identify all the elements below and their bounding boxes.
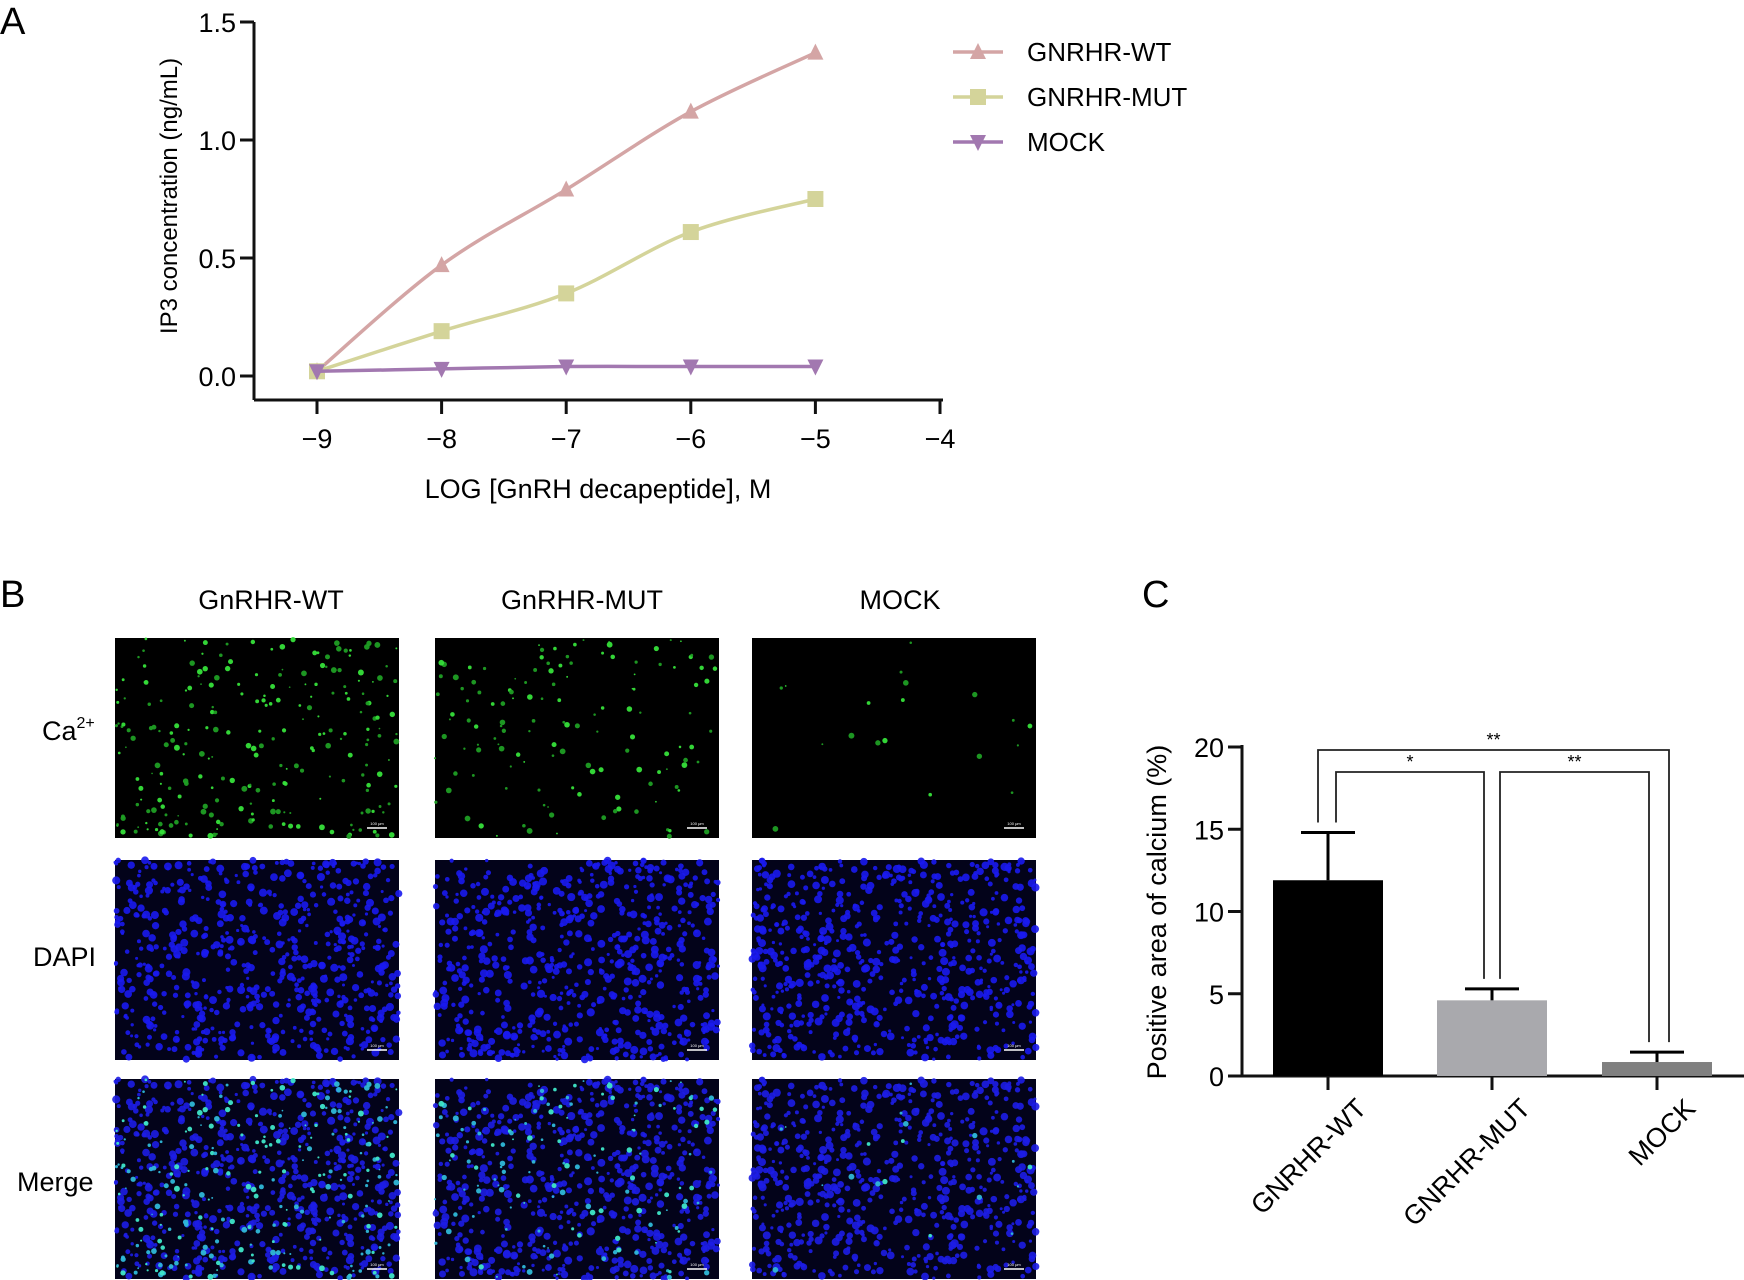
- panel-c-y-tick-label: 10: [1194, 898, 1224, 928]
- significance-bracket: **: [1499, 752, 1650, 1043]
- panel-a-x-axis-label: LOG [GnRH decapeptide], M: [425, 474, 772, 504]
- column-header-gnrhr-wt: GnRHR-WT: [198, 585, 343, 615]
- panel-a-y-axis-label: IP3 concentration (ng/mL): [156, 58, 183, 334]
- panel-a-y-tick-label: 1.0: [198, 126, 236, 156]
- x-category-label-gnrhr-wt: GNRHR-WT: [1245, 1093, 1372, 1220]
- panel-a-y-tick-label: 1.5: [198, 8, 236, 38]
- row-label-merge: Merge: [17, 1167, 94, 1197]
- micrograph-calcium-green-2: 100 μm: [433, 638, 719, 839]
- significance-bracket: *: [1335, 752, 1485, 979]
- x-category-label-mock: MOCK: [1623, 1093, 1701, 1171]
- x-category-label-gnrhr-mut: GNRHR-MUT: [1397, 1093, 1536, 1232]
- panel-b-micrograph-grid: GnRHR-WT GnRHR-MUT MOCK Ca2+ DAPI Merge …: [17, 585, 1040, 1280]
- data-point-gnrhr-mut: [433, 323, 450, 340]
- column-header-mock: MOCK: [860, 585, 941, 615]
- bar-mock: [1602, 1062, 1712, 1076]
- bar-gnrhr-wt: [1273, 880, 1383, 1076]
- row-label-calcium: Ca2+: [42, 715, 95, 746]
- data-point-gnrhr-wt: [682, 102, 699, 119]
- data-point-gnrhr-mut: [807, 191, 824, 207]
- panel-a-y-tick-label: 0.5: [198, 244, 236, 274]
- significance-label: **: [1567, 752, 1581, 772]
- panel-a-x-tick-label: −4: [925, 424, 956, 454]
- legend-marker-mock: [970, 135, 986, 151]
- micrograph-dapi-blue-3: 100 μm: [748, 857, 1040, 1062]
- data-point-gnrhr-mut: [558, 285, 575, 302]
- legend-marker-gnrhr-mut: [970, 89, 986, 105]
- scale-bar-label: 100 μm: [1007, 821, 1021, 826]
- scale-bar-label: 100 μm: [370, 821, 384, 826]
- data-point-mock: [433, 361, 450, 378]
- panel-a-x-tick-label: −9: [302, 424, 333, 454]
- panel-c-y-tick-label: 5: [1209, 980, 1224, 1010]
- micrograph-dapi-blue-2: 100 μm: [432, 856, 721, 1064]
- panel-b-label: B: [0, 574, 25, 616]
- data-point-mock: [807, 359, 824, 376]
- legend-marker-gnrhr-wt: [970, 43, 986, 59]
- micrograph-calcium-green-1: 100 μm: [114, 637, 400, 839]
- micrograph-calcium-green-3: 100 μm: [752, 638, 1036, 838]
- series-line-gnrhr-mut: [316, 197, 816, 373]
- significance-label: *: [1406, 752, 1413, 772]
- scale-bar-label: 100 μm: [690, 1262, 704, 1267]
- scale-bar-label: 100 μm: [370, 1043, 384, 1048]
- series-line-gnrhr-wt: [315, 51, 817, 373]
- legend-label-gnrhr-wt: GNRHR-WT: [1027, 37, 1172, 67]
- legend-label-mock: MOCK: [1027, 127, 1106, 157]
- panel-a-x-tick-label: −6: [675, 424, 706, 454]
- row-label-dapi: DAPI: [33, 942, 96, 972]
- data-point-mock: [309, 364, 325, 381]
- panel-a-x-tick-label: −7: [551, 424, 582, 454]
- scale-bar-label: 100 μm: [370, 1262, 384, 1267]
- panel-a-x-tick-label: −8: [426, 424, 457, 454]
- data-point-mock: [558, 359, 575, 376]
- panel-c-y-tick-label: 15: [1194, 815, 1224, 845]
- panel-a-legend: GNRHR-WT GNRHR-MUT MOCK: [953, 37, 1187, 157]
- panel-a-label: A: [0, 1, 26, 43]
- panel-a-line-chart: 0.0 0.5 1.0 1.5 −9 −8 −7 −6 −5 −4 IP3 concentrat…: [156, 8, 1187, 504]
- data-point-mock: [682, 359, 699, 376]
- panel-a-y-tick-label: 0.0: [198, 362, 236, 392]
- panel-c-label: C: [1142, 574, 1169, 616]
- panel-c-y-tick-label: 20: [1194, 733, 1224, 763]
- data-point-gnrhr-wt: [807, 43, 824, 60]
- scale-bar-label: 100 μm: [1007, 1043, 1021, 1048]
- scale-bar-label: 100 μm: [690, 821, 704, 826]
- significance-label: **: [1486, 730, 1500, 750]
- scale-bar-label: 100 μm: [1007, 1262, 1021, 1267]
- panel-c-y-axis-label: Positive area of calcium (%): [1142, 745, 1172, 1080]
- panel-c-y-tick-label: 0: [1209, 1062, 1224, 1092]
- panel-a-x-tick-label: −5: [800, 424, 831, 454]
- micrograph-merge-2: 100 μm: [432, 1075, 721, 1280]
- legend-label-gnrhr-mut: GNRHR-MUT: [1027, 82, 1187, 112]
- micrograph-merge-3: 100 μm: [748, 1076, 1040, 1280]
- bar-gnrhr-mut: [1437, 1000, 1547, 1076]
- micrograph-dapi-blue-1: 100 μm: [112, 856, 403, 1063]
- scale-bar-label: 100 μm: [690, 1043, 704, 1048]
- data-point-gnrhr-wt: [433, 256, 450, 273]
- column-header-gnrhr-mut: GnRHR-MUT: [501, 585, 663, 615]
- micrograph-merge-1: 100 μm: [112, 1075, 403, 1280]
- data-point-gnrhr-wt: [558, 180, 575, 197]
- significance-bracket: **: [1317, 730, 1670, 1043]
- data-point-gnrhr-mut: [682, 224, 699, 241]
